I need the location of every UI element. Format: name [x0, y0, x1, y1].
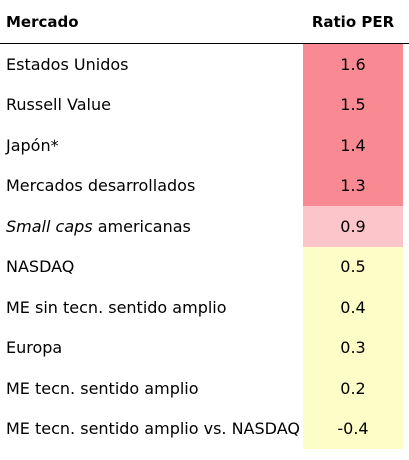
- ratio-cell: 0.4: [303, 287, 403, 328]
- market-cell: NASDAQ: [6, 257, 75, 277]
- market-cell: Europa: [6, 338, 63, 358]
- market-cell: ME tecn. sentido amplio: [6, 378, 199, 398]
- table-row: Small caps americanas 0.9: [0, 206, 409, 247]
- market-cell: ME sin tecn. sentido amplio: [6, 297, 227, 317]
- ratio-cell: 1.6: [303, 44, 403, 85]
- market-cell: Estados Unidos: [6, 54, 129, 74]
- table-row: Mercados desarrollados 1.3: [0, 165, 409, 206]
- market-cell: Japón*: [6, 135, 59, 155]
- table-row: Russell Value 1.5: [0, 84, 409, 125]
- ratio-cell: 0.2: [303, 368, 403, 409]
- table-row: ME tecn. sentido amplio 0.2: [0, 368, 409, 409]
- table-row: Europa 0.3: [0, 327, 409, 368]
- table-row: ME sin tecn. sentido amplio 0.4: [0, 287, 409, 328]
- market-cell: Russell Value: [6, 95, 111, 115]
- ratio-cell: 1.3: [303, 165, 403, 206]
- ratio-cell: 1.4: [303, 125, 403, 166]
- ratio-cell: -0.4: [303, 408, 403, 449]
- ratio-cell: 0.9: [303, 206, 403, 247]
- per-ratio-table: Mercado Ratio PER Estados Unidos 1.6 Rus…: [0, 0, 409, 449]
- market-cell-rest: americanas: [92, 216, 191, 236]
- ratio-cell: 0.3: [303, 327, 403, 368]
- table-row: NASDAQ 0.5: [0, 246, 409, 287]
- header-market: Mercado: [6, 12, 79, 31]
- table-row: Estados Unidos 1.6: [0, 44, 409, 85]
- market-cell-italic: Small caps: [6, 216, 93, 236]
- table-header: Mercado Ratio PER: [0, 0, 409, 44]
- ratio-cell: 0.5: [303, 246, 403, 287]
- ratio-cell: 1.5: [303, 84, 403, 125]
- header-ratio: Ratio PER: [311, 12, 395, 31]
- market-cell: Small caps americanas: [0, 217, 303, 236]
- market-cell: Mercados desarrollados: [6, 176, 196, 196]
- market-cell: ME tecn. sentido amplio vs. NASDAQ: [6, 419, 300, 439]
- table-row: ME tecn. sentido amplio vs. NASDAQ -0.4: [0, 408, 409, 449]
- table-row: Japón* 1.4: [0, 125, 409, 166]
